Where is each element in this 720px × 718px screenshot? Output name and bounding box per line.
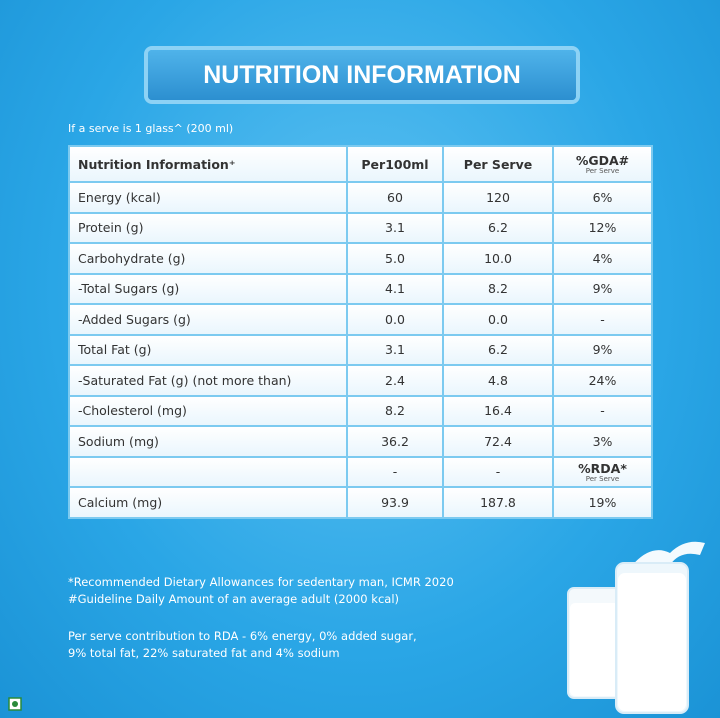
nutrient-cell: -Saturated Fat (g) (not more than): [68, 364, 348, 397]
nutrient: Energy (kcal): [78, 189, 161, 205]
per100-cell: 2.4: [346, 364, 444, 397]
nutrient-cell: -Total Sugars (g): [68, 272, 348, 305]
header-label: %GDA#: [575, 153, 630, 168]
nutrient-cell: Total Fat (g): [68, 333, 348, 366]
per-serve-cell: 8.2: [442, 272, 554, 305]
nutrient: -Saturated Fat (g) (not more than): [78, 372, 292, 388]
pct-cell: -: [552, 303, 653, 336]
pct: -: [600, 311, 605, 327]
pct-cell: %RDA* Per Serve: [552, 455, 653, 488]
table-row: Carbohydrate (g) 5.0 10.0 4%: [68, 242, 653, 275]
nutrient: Carbohydrate (g): [78, 250, 186, 266]
header-sub: Per Serve: [585, 167, 620, 175]
nutrient: -Cholesterol (mg): [78, 403, 187, 419]
nutrient: Total Fat (g): [78, 342, 152, 358]
pct: %RDA*: [578, 460, 627, 476]
table-row: Energy (kcal) 60 120 6%: [68, 181, 653, 214]
contribution: Per serve contribution to RDA - 6% energ…: [68, 628, 417, 662]
footnotes: *Recommended Dietary Allowances for sede…: [68, 574, 454, 608]
per100-cell: 60: [346, 181, 444, 214]
pct-cell: 12%: [552, 211, 653, 244]
per-serve-cell: -: [442, 455, 554, 488]
nutrient: -Total Sugars (g): [78, 281, 180, 297]
contribution-line: Per serve contribution to RDA - 6% energ…: [68, 629, 417, 643]
pct: 9%: [592, 342, 613, 358]
table-row: - - %RDA* Per Serve: [68, 455, 653, 488]
per-serve-cell: 6.2: [442, 333, 554, 366]
footnote: #Guideline Daily Amount of an average ad…: [68, 592, 399, 606]
table-row: -Cholesterol (mg) 8.2 16.4 -: [68, 394, 653, 427]
per100-cell: -: [346, 455, 444, 488]
pct-sub: Per Serve: [585, 474, 620, 483]
per100-cell: 36.2: [346, 425, 444, 458]
table-row: Calcium (mg) 93.9 187.8 19%: [68, 486, 653, 519]
table-row: -Total Sugars (g) 4.1 8.2 9%: [68, 272, 653, 305]
header-cell: Per100ml: [346, 145, 444, 183]
header-row: Nutrition Information⁺ Per100ml Per Serve%…: [68, 145, 653, 183]
per-serve-cell: 0.0: [442, 303, 554, 336]
veg-mark: [8, 697, 22, 711]
header-cell: %GDA# Per Serve: [552, 145, 653, 183]
nutrient: Protein (g): [78, 220, 144, 236]
per-serve-cell: 16.4: [442, 394, 554, 427]
contribution-line: 9% total fat, 22% saturated fat and 4% s…: [68, 646, 340, 660]
nutrient-cell: Energy (kcal): [68, 181, 348, 214]
per100-cell: 5.0: [346, 242, 444, 275]
nutrient: -Added Sugars (g): [78, 311, 191, 327]
table-row: Sodium (mg) 36.2 72.4 3%: [68, 425, 653, 458]
nutrient: Calcium (mg): [78, 494, 163, 510]
nutrient-cell: Sodium (mg): [68, 425, 348, 458]
pct: 24%: [588, 372, 617, 388]
per100-cell: 3.1: [346, 211, 444, 244]
title: NUTRITION INFORMATION: [148, 50, 576, 100]
nutrient-cell: [68, 455, 348, 488]
pct: 9%: [592, 281, 613, 297]
nutrient-cell: Carbohydrate (g): [68, 242, 348, 275]
pct-cell: 9%: [552, 272, 653, 305]
serve-note: If a serve is 1 glass^ (200 ml): [68, 122, 234, 135]
nutrient-cell: -Cholesterol (mg): [68, 394, 348, 427]
pct-cell: 9%: [552, 333, 653, 366]
table-row: -Added Sugars (g) 0.0 0.0 -: [68, 303, 653, 336]
per-serve-cell: 6.2: [442, 211, 554, 244]
pct-cell: 3%: [552, 425, 653, 458]
pct-cell: -: [552, 394, 653, 427]
per100-cell: 4.1: [346, 272, 444, 305]
pct: 3%: [592, 433, 613, 449]
pct: 6%: [592, 189, 613, 205]
pct-cell: 24%: [552, 364, 653, 397]
nutrient-cell: Calcium (mg): [68, 486, 348, 519]
per-serve-cell: 10.0: [442, 242, 554, 275]
table-row: Protein (g) 3.1 6.2 12%: [68, 211, 653, 244]
per-serve-cell: 4.8: [442, 364, 554, 397]
per-serve-cell: 72.4: [442, 425, 554, 458]
header-label: Nutrition Information⁺: [78, 156, 236, 172]
per100-cell: 8.2: [346, 394, 444, 427]
pct-cell: 19%: [552, 486, 653, 519]
pct: 4%: [592, 250, 613, 266]
header-cell: Nutrition Information⁺: [68, 145, 348, 183]
pct: -: [600, 403, 605, 419]
nutrition-table: Nutrition Information⁺ Per100ml Per Serve%…: [68, 145, 653, 519]
pct: 12%: [588, 220, 617, 236]
footnote: *Recommended Dietary Allowances for sede…: [68, 575, 454, 589]
nutrient: Sodium (mg): [78, 433, 159, 449]
milk-glasses: [567, 541, 705, 714]
pct-cell: 4%: [552, 242, 653, 275]
header-label: Per Serve: [463, 156, 533, 172]
table-row: -Saturated Fat (g) (not more than) 2.4 4.8…: [68, 364, 653, 397]
header-label: Per100ml: [361, 156, 429, 172]
header-cell: Per Serve: [442, 145, 554, 183]
per100-cell: 93.9: [346, 486, 444, 519]
per100-cell: 3.1: [346, 333, 444, 366]
per100-cell: 0.0: [346, 303, 444, 336]
pct-cell: 6%: [552, 181, 653, 214]
pct: 19%: [588, 494, 617, 510]
nutrient-cell: -Added Sugars (g): [68, 303, 348, 336]
per-serve-cell: 120: [442, 181, 554, 214]
per-serve-cell: 187.8: [442, 486, 554, 519]
nutrient-cell: Protein (g): [68, 211, 348, 244]
table-row: Total Fat (g) 3.1 6.2 9%: [68, 333, 653, 366]
